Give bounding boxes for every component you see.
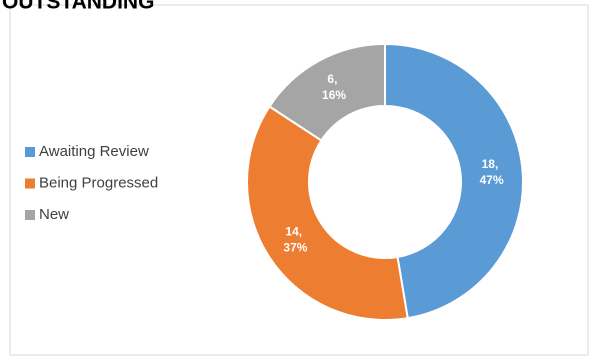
- chart-title: OUTSTANDING: [2, 0, 154, 14]
- data-label-line: 14,: [285, 225, 305, 239]
- donut-slice: [268, 42, 386, 142]
- legend-swatch: [25, 178, 35, 189]
- data-label-line: 37%: [283, 241, 307, 255]
- legend-swatch: [25, 147, 35, 157]
- data-label: 6, 16%: [322, 72, 346, 102]
- legend-label: Awaiting Review: [39, 143, 149, 160]
- donut-slice: [384, 42, 524, 320]
- legend-label: Being Progressed: [39, 174, 158, 191]
- data-label-line: 16%: [322, 88, 346, 102]
- data-label: 14, 37%: [283, 225, 307, 255]
- legend-swatch: [25, 210, 35, 220]
- data-label-line: 6,: [327, 72, 340, 86]
- data-label-line: 18,: [482, 157, 502, 171]
- data-label: 18, 47%: [480, 157, 504, 187]
- legend-label: New: [39, 206, 69, 223]
- data-label-line: 47%: [480, 173, 504, 187]
- donut-slice: [246, 105, 409, 321]
